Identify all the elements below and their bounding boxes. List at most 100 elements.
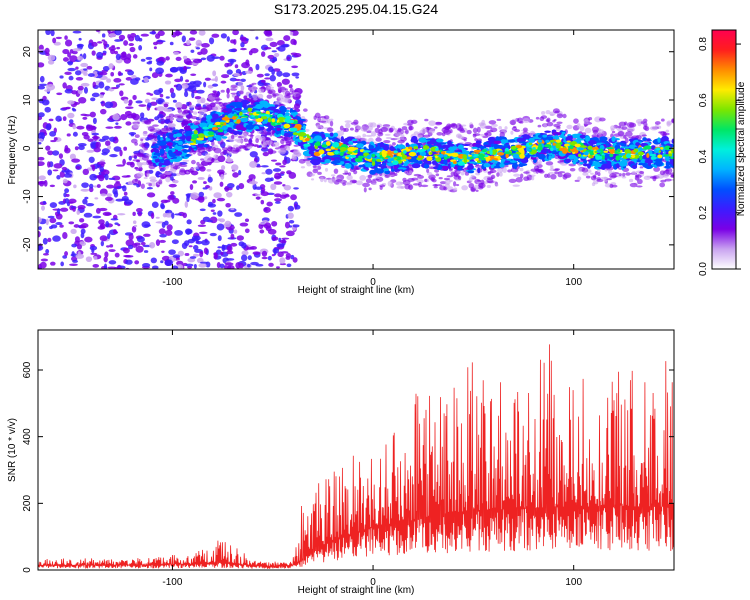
noise-speckle (168, 249, 176, 255)
ridge-core (418, 137, 428, 143)
noise-speckle (55, 36, 62, 40)
ridge-core (309, 159, 318, 164)
ridge-halo (464, 171, 470, 176)
ridge-halo (540, 115, 548, 119)
noise-speckle (197, 224, 207, 228)
ridge-peak (649, 153, 657, 157)
ridge-core (172, 156, 177, 159)
ridge-halo (132, 123, 140, 129)
noise-speckle (266, 201, 273, 207)
noise-speckle (109, 244, 114, 248)
noise-speckle (128, 103, 132, 106)
ridge-halo (439, 185, 447, 191)
noise-speckle (239, 36, 247, 42)
noise-speckle (288, 84, 293, 89)
noise-speckle (206, 168, 212, 172)
ridge-halo (319, 176, 324, 183)
noise-speckle (86, 65, 93, 70)
ridge-peak (346, 154, 355, 158)
ridge-halo (376, 135, 381, 138)
noise-speckle (164, 80, 172, 85)
ridge-halo (267, 90, 273, 94)
noise-speckle (189, 81, 196, 85)
ridge-core (344, 163, 352, 169)
snr-x-tick-label: 0 (370, 577, 376, 588)
snr-x-tick-label: -100 (162, 577, 182, 588)
noise-speckle (227, 182, 235, 189)
ridge-core (358, 164, 364, 168)
ridge-halo (291, 107, 297, 110)
ridge-halo (267, 86, 275, 89)
noise-speckle (92, 117, 97, 125)
ridge-core (537, 134, 543, 138)
ridge-halo (312, 168, 319, 174)
ridge-halo (262, 142, 267, 148)
noise-speckle (263, 206, 271, 213)
ridge-halo (204, 102, 210, 106)
noise-speckle (233, 38, 237, 45)
ridge-halo (302, 108, 308, 112)
noise-speckle (77, 251, 81, 256)
ridge-peak (220, 121, 225, 125)
ridge-peak (366, 154, 372, 160)
ridge-peak (270, 121, 278, 126)
noise-speckle (47, 54, 56, 61)
ridge-halo (141, 155, 150, 161)
ridge-core (599, 161, 608, 165)
ridge-core (611, 136, 616, 143)
ridge-core (544, 130, 551, 133)
ridge-peak (600, 155, 605, 160)
noise-speckle (38, 161, 45, 167)
ridge-halo (383, 139, 391, 144)
noise-speckle (159, 93, 164, 98)
noise-speckle (62, 57, 69, 62)
ridge-peak (643, 145, 652, 150)
ridge-peak (339, 146, 347, 152)
noise-speckle (231, 93, 236, 98)
noise-speckle (47, 237, 52, 243)
ridge-core (284, 112, 290, 116)
ridge-halo (541, 111, 546, 115)
ridge-halo (276, 93, 284, 100)
noise-speckle (288, 220, 295, 224)
noise-speckle (159, 110, 164, 115)
noise-speckle (125, 121, 132, 126)
ridge-halo (363, 187, 367, 193)
ridge-halo (286, 107, 292, 110)
noise-speckle (244, 228, 250, 234)
ridge-core (429, 138, 436, 144)
ridge-halo (475, 189, 479, 192)
ridge-halo (642, 118, 648, 123)
ridge-peak (332, 142, 340, 148)
ridge-peak (512, 153, 520, 159)
noise-speckle (219, 218, 226, 223)
ridge-halo (552, 108, 560, 114)
noise-speckle (261, 172, 267, 175)
noise-speckle (198, 191, 205, 198)
noise-speckle (58, 153, 63, 159)
noise-speckle (234, 64, 239, 69)
ridge-core (561, 131, 566, 135)
noise-speckle (157, 114, 164, 119)
noise-speckle (131, 243, 138, 248)
noise-speckle (133, 224, 138, 228)
noise-speckle (71, 243, 78, 248)
ridge-halo (329, 118, 334, 122)
ridge-peak (296, 130, 300, 134)
noise-speckle (71, 158, 81, 163)
ridge-halo (581, 167, 589, 173)
ridge-core (467, 164, 474, 170)
noise-speckle (216, 197, 226, 202)
ridge-halo (379, 185, 383, 190)
noise-speckle (170, 191, 175, 196)
noise-speckle (190, 73, 197, 76)
ridge-peak (505, 153, 509, 158)
ridge-core (302, 124, 306, 130)
ridge-halo (143, 176, 148, 180)
ridge-halo (355, 180, 363, 186)
noise-speckle (191, 235, 201, 241)
noise-speckle (156, 106, 165, 112)
noise-speckle (113, 146, 122, 152)
ridge-core (423, 163, 430, 169)
ridge-halo (556, 113, 564, 119)
